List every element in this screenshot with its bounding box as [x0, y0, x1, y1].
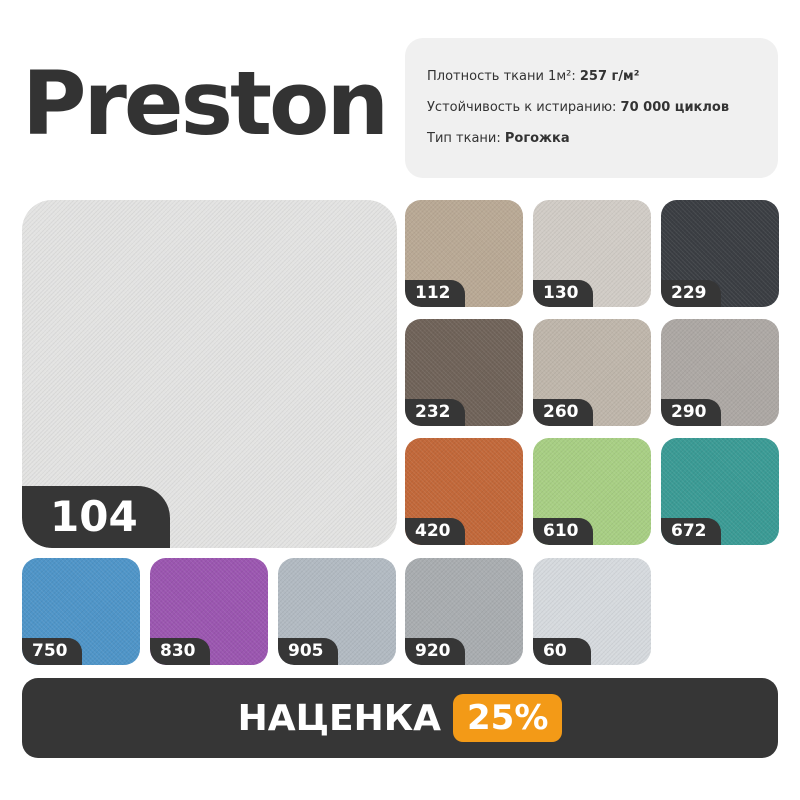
swatch-420[interactable]: 420	[405, 438, 523, 545]
swatch-232[interactable]: 232	[405, 319, 523, 426]
spec-density: Плотность ткани 1м²: 257 г/м²	[427, 65, 758, 96]
swatch-code: 420	[405, 518, 465, 545]
swatch-60[interactable]: 60	[533, 558, 651, 665]
swatch-112[interactable]: 112	[405, 200, 523, 307]
swatch-code: 672	[661, 518, 721, 545]
spec-label: Плотность ткани 1м²:	[427, 69, 580, 84]
swatch-229[interactable]: 229	[661, 200, 779, 307]
swatch-code: 232	[405, 399, 465, 426]
markup-badge: 25%	[453, 694, 563, 742]
swatch-290[interactable]: 290	[661, 319, 779, 426]
swatch-code: 60	[533, 638, 591, 665]
swatch-code: 920	[405, 638, 465, 665]
swatch-code: 260	[533, 399, 593, 426]
main-swatch[interactable]: 104	[22, 200, 397, 548]
spec-label: Тип ткани:	[427, 131, 505, 146]
swatch-260[interactable]: 260	[533, 319, 651, 426]
swatch-920[interactable]: 920	[405, 558, 523, 665]
swatch-672[interactable]: 672	[661, 438, 779, 545]
swatch-code: 104	[22, 486, 170, 548]
specs-panel: Плотность ткани 1м²: 257 г/м² Устойчивос…	[405, 38, 778, 178]
swatch-code: 905	[278, 638, 338, 665]
swatch-610[interactable]: 610	[533, 438, 651, 545]
spec-abrasion: Устойчивость к истиранию: 70 000 циклов	[427, 96, 758, 127]
swatch-code: 229	[661, 280, 721, 307]
spec-value: 257 г/м²	[579, 69, 640, 84]
swatch-code: 290	[661, 399, 721, 426]
swatch-750[interactable]: 750	[22, 558, 140, 665]
spec-value: Рогожка	[504, 131, 570, 146]
swatch-code: 112	[405, 280, 465, 307]
spec-label: Устойчивость к истиранию:	[427, 100, 621, 115]
spec-value: 70 000 циклов	[620, 100, 730, 115]
markup-banner: НАЦЕНКА 25%	[22, 678, 778, 758]
markup-label: НАЦЕНКА	[237, 697, 441, 739]
spec-type: Тип ткани: Рогожка	[427, 127, 758, 158]
swatch-code: 750	[22, 638, 82, 665]
swatch-830[interactable]: 830	[150, 558, 268, 665]
swatch-code: 830	[150, 638, 210, 665]
product-title: Preston	[22, 52, 389, 155]
swatch-code: 130	[533, 280, 593, 307]
swatch-130[interactable]: 130	[533, 200, 651, 307]
swatch-905[interactable]: 905	[278, 558, 396, 665]
swatch-code: 610	[533, 518, 593, 545]
